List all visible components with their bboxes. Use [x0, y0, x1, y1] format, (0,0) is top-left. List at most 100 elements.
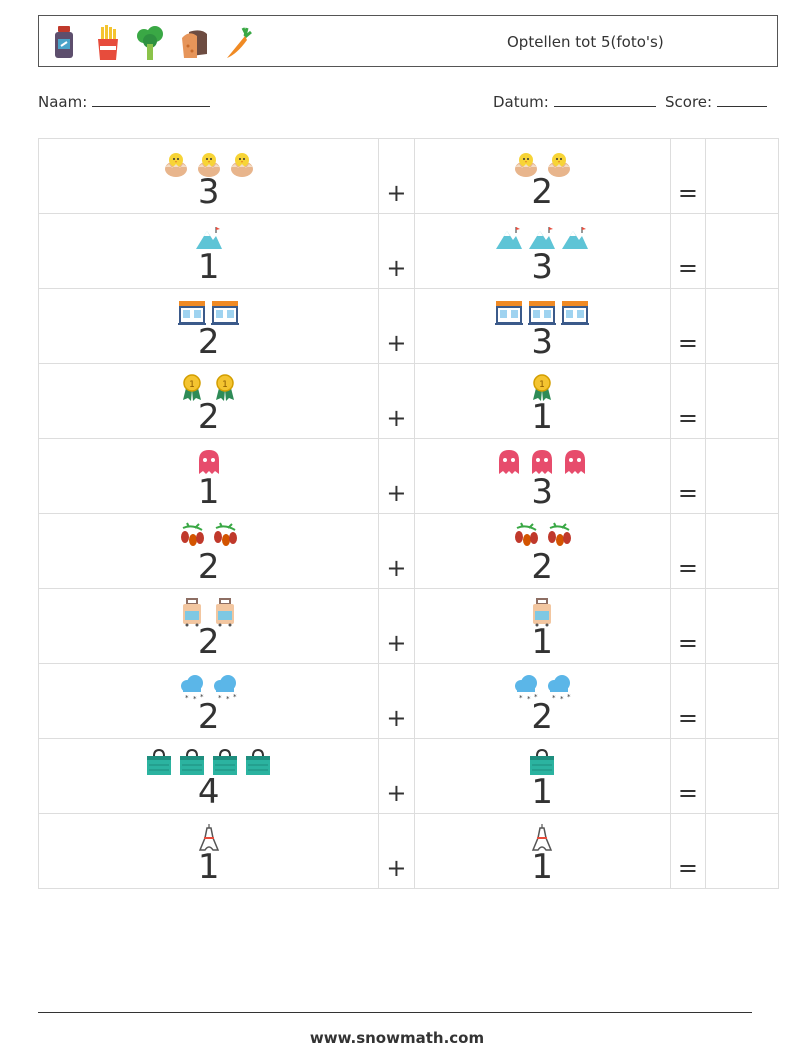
plus-sign-cell: + [378, 288, 415, 364]
answer-box[interactable] [704, 738, 780, 814]
equals-sign: = [677, 479, 698, 507]
goji-berry-icon [214, 522, 238, 546]
a-term-cell: * * * * * * 2 [37, 663, 380, 739]
name-field: Naam: [38, 92, 211, 111]
plus-sign: + [386, 629, 407, 657]
plus-sign-cell: + [378, 813, 415, 889]
shop-window-icon [211, 301, 240, 325]
eiffel-tower-icon [198, 824, 219, 851]
equals-sign: = [677, 554, 698, 582]
answer-box[interactable] [704, 438, 780, 514]
name-blank[interactable] [92, 92, 211, 107]
a-number: 2 [197, 547, 220, 587]
mountain-icon [496, 227, 523, 249]
answer-box[interactable] [704, 663, 780, 739]
a-number: 1 [197, 847, 220, 887]
hatching-chick-icon [547, 153, 570, 177]
shopping-bag-icon [246, 748, 271, 775]
score-blank[interactable] [716, 92, 767, 107]
ghost-icon [499, 450, 520, 474]
equals-sign-cell: = [669, 738, 706, 814]
mountain-icon [529, 227, 556, 249]
plus-sign: + [386, 779, 407, 807]
snow-cloud-icon: * * * [547, 675, 571, 702]
answer-box[interactable] [704, 513, 780, 589]
b-term-cell: 3 [413, 438, 671, 514]
carrot-icon [227, 27, 252, 58]
french-fries-icon [98, 25, 118, 60]
answer-box[interactable] [704, 588, 780, 664]
plus-sign-cell: + [378, 438, 415, 514]
ghost-icon [565, 450, 586, 474]
answer-box[interactable] [704, 813, 780, 889]
answer-box[interactable] [704, 288, 780, 364]
svg-text:1: 1 [539, 380, 545, 390]
equals-sign: = [677, 179, 698, 207]
worksheet-header: Optellen tot 5(foto's) [38, 15, 778, 67]
answer-box[interactable] [704, 363, 780, 439]
b-picture-group [415, 522, 670, 554]
b-number: 1 [531, 847, 553, 887]
plus-sign: + [386, 404, 407, 432]
a-term-cell: 1 [37, 438, 380, 514]
svg-text:*: * [233, 693, 237, 701]
plus-sign-cell: + [378, 663, 415, 739]
problem-row: * * * * * * 2 + * * * * * * 2 = [37, 663, 780, 739]
goji-berry-icon [181, 522, 205, 546]
date-blank[interactable] [553, 92, 656, 107]
svg-text:*: * [200, 693, 204, 701]
score-label: Score: [665, 93, 713, 111]
answer-box[interactable] [704, 213, 780, 289]
ghost-icon [532, 450, 553, 474]
plus-sign-cell: + [378, 738, 415, 814]
b-picture-group [415, 297, 670, 329]
snow-cloud-icon: * * * [214, 675, 237, 702]
plus-sign: + [386, 704, 407, 732]
svg-text:*: * [552, 694, 556, 702]
name-label: Naam: [38, 93, 88, 111]
a-number: 1 [197, 247, 220, 287]
a-number: 2 [197, 622, 220, 662]
footer-divider [38, 1012, 752, 1013]
b-picture-group: * * * * * * [415, 672, 670, 704]
svg-text:*: * [226, 695, 230, 702]
b-number: 3 [531, 322, 553, 362]
problem-row: 2 +2 = [37, 513, 780, 589]
date-field: Datum: [493, 92, 656, 111]
b-term-cell: 1 [413, 738, 671, 814]
svg-text:*: * [560, 695, 564, 702]
b-number: 1 [531, 622, 553, 662]
b-picture-group [415, 222, 670, 254]
b-term-cell: 3 [413, 213, 671, 289]
equals-sign-cell: = [669, 588, 706, 664]
equals-sign-cell: = [669, 438, 706, 514]
a-picture-group: * * * * * * [39, 672, 378, 704]
shopping-bag-icon [213, 748, 238, 775]
b-number: 1 [531, 397, 553, 437]
medal-icon: 1 [533, 374, 552, 401]
problem-row: 1 1 2 +1 1 = [37, 363, 780, 439]
equals-sign: = [677, 404, 698, 432]
plus-sign-cell: + [378, 363, 415, 439]
plus-sign: + [386, 479, 407, 507]
b-term-cell: 1 [413, 588, 671, 664]
svg-text:*: * [218, 694, 222, 702]
b-number: 3 [531, 472, 553, 512]
shop-window-icon [178, 301, 207, 325]
medal-icon: 1 [216, 374, 235, 401]
b-term-cell: * * * * * * 2 [413, 663, 671, 739]
broccoli-icon [137, 26, 163, 60]
equals-sign-cell: = [669, 663, 706, 739]
mountain-icon [562, 227, 589, 249]
plus-sign-cell: + [378, 588, 415, 664]
svg-text:*: * [185, 694, 189, 702]
b-picture-group [415, 597, 670, 629]
plus-sign: + [386, 554, 407, 582]
ghost-icon [198, 450, 219, 474]
answer-box[interactable] [704, 138, 780, 214]
a-picture-group [39, 522, 378, 554]
eiffel-tower-icon [532, 824, 553, 851]
problem-row: 1 +1 = [37, 813, 780, 889]
equals-sign-cell: = [669, 213, 706, 289]
